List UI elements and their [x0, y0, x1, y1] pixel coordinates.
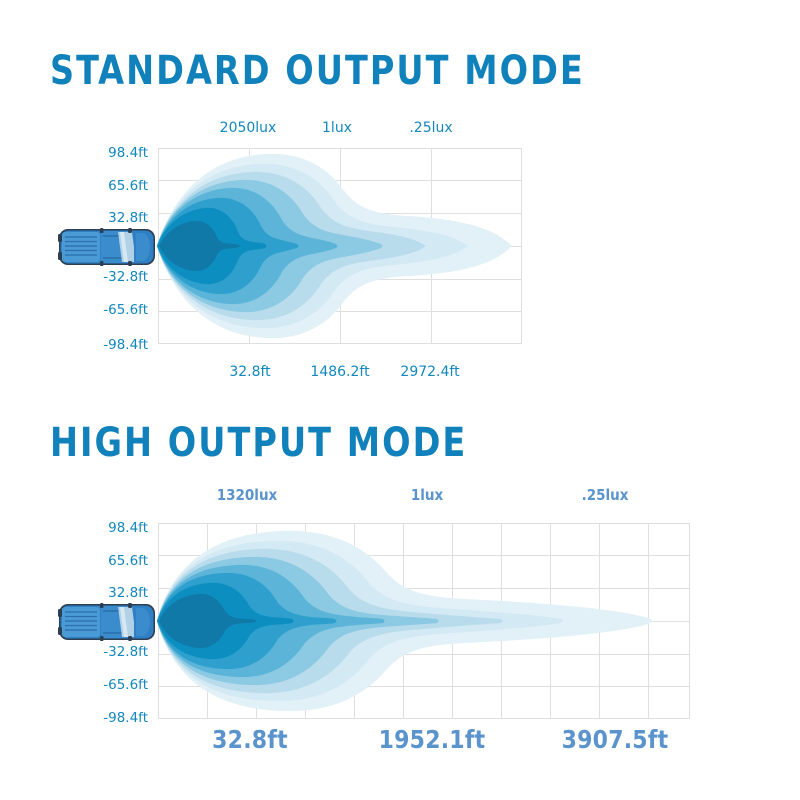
y-axis-label-high-2: 65.6ft: [108, 553, 148, 569]
x-axis-label-high-3: 3907.5ft: [561, 725, 669, 754]
x-axis-label-high-1: 32.8ft: [212, 725, 288, 754]
beam-plot-standard: [157, 148, 522, 344]
x-axis-label-standard-3: 2972.4ft: [400, 364, 460, 380]
lux-label-high-1: 1320lux: [216, 486, 278, 504]
lux-label-standard-1: 2050lux: [219, 120, 277, 136]
y-axis-label-high-4: -32.8ft: [103, 644, 148, 660]
y-axis-label-standard-1: 98.4ft: [108, 145, 148, 161]
x-axis-label-standard-2: 1486.2ft: [310, 364, 370, 380]
y-axis-label-high-5: -65.6ft: [103, 677, 148, 693]
beam-pattern-high: [157, 530, 653, 712]
y-axis-label-standard-6: -98.4ft: [103, 337, 148, 353]
beam-pattern-standard: [157, 153, 511, 339]
page-title-high: HIGH OUTPUT MODE: [50, 420, 468, 466]
y-axis-label-standard-3: 32.8ft: [108, 210, 148, 226]
lux-label-standard-3: .25lux: [409, 120, 453, 136]
lux-label-standard-2: 1lux: [322, 120, 352, 136]
x-axis-label-standard-1: 32.8ft: [229, 364, 271, 380]
vehicle-icon-high: [58, 603, 155, 641]
vehicle-icon-standard: [58, 228, 155, 266]
y-axis-label-standard-5: -65.6ft: [103, 302, 148, 318]
page-title-standard: STANDARD OUTPUT MODE: [50, 48, 585, 94]
x-axis-label-high-2: 1952.1ft: [378, 725, 486, 754]
lux-label-high-3: .25lux: [581, 486, 629, 504]
y-axis-label-high-1: 98.4ft: [108, 520, 148, 536]
y-axis-label-standard-4: -32.8ft: [103, 269, 148, 285]
y-axis-label-high-6: -98.4ft: [103, 710, 148, 726]
y-axis-label-high-3: 32.8ft: [108, 585, 148, 601]
y-axis-label-standard-2: 65.6ft: [108, 178, 148, 194]
beam-plot-high: [157, 523, 690, 719]
lux-label-high-2: 1lux: [410, 486, 444, 504]
